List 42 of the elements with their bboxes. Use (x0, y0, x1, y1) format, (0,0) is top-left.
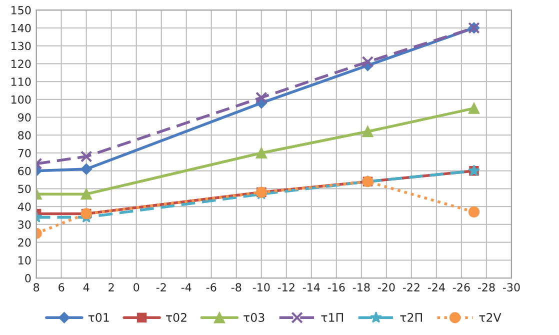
legend-label: τ2V (479, 313, 502, 322)
x-tick-label: -16 (328, 283, 345, 292)
x-tick-label: -20 (378, 283, 395, 292)
legend-label: τ2П (400, 313, 422, 322)
y-tick-label: 140 (11, 24, 31, 32)
x-tick-label: -28 (478, 283, 495, 292)
y-tick-label: 10 (18, 256, 31, 265)
legend-label: τ02 (166, 313, 186, 322)
x-tick-label: 8 (34, 283, 40, 292)
x-tick-label: 4 (83, 283, 90, 292)
x-tick-label: -6 (206, 283, 216, 292)
x-tick-label: -4 (181, 283, 192, 292)
y-tick-label: 130 (11, 42, 31, 50)
x-tick-label: -18 (352, 283, 370, 292)
x-tick-label: -24 (428, 283, 445, 292)
y-tick-label: 80 (18, 131, 31, 140)
legend-label: τ01 (88, 313, 109, 322)
y-tick-label: 90 (18, 113, 31, 122)
x-tick-label: -26 (452, 283, 470, 292)
x-tick-label: -30 (502, 283, 520, 292)
y-tick-label: 60 (18, 166, 31, 176)
y-tick-label: 150 (11, 6, 31, 14)
y-tick-label: 120 (11, 60, 31, 68)
y-tick-label: 30 (18, 220, 31, 229)
x-tick-label: -12 (278, 283, 294, 292)
x-tick-label: -22 (402, 283, 420, 292)
x-tick-label: -8 (231, 283, 242, 292)
y-tick-label: 70 (18, 148, 31, 158)
x-tick-label: 0 (134, 283, 140, 292)
x-tick-label: -2 (156, 283, 166, 292)
x-tick-label: -14 (302, 283, 320, 292)
x-tick-label: 2 (108, 283, 114, 292)
y-tick-label: 100 (11, 95, 31, 104)
legend-label: τ1П (321, 313, 343, 322)
x-tick-label: 6 (58, 283, 64, 292)
y-tick-label: 110 (11, 77, 31, 86)
y-tick-label: 50 (18, 184, 31, 194)
y-tick-label: 0 (25, 274, 31, 282)
y-tick-label: 40 (18, 202, 31, 211)
x-tick-label: -10 (252, 283, 270, 292)
y-tick-label: 20 (18, 238, 31, 247)
legend-label: τ03 (244, 313, 264, 322)
